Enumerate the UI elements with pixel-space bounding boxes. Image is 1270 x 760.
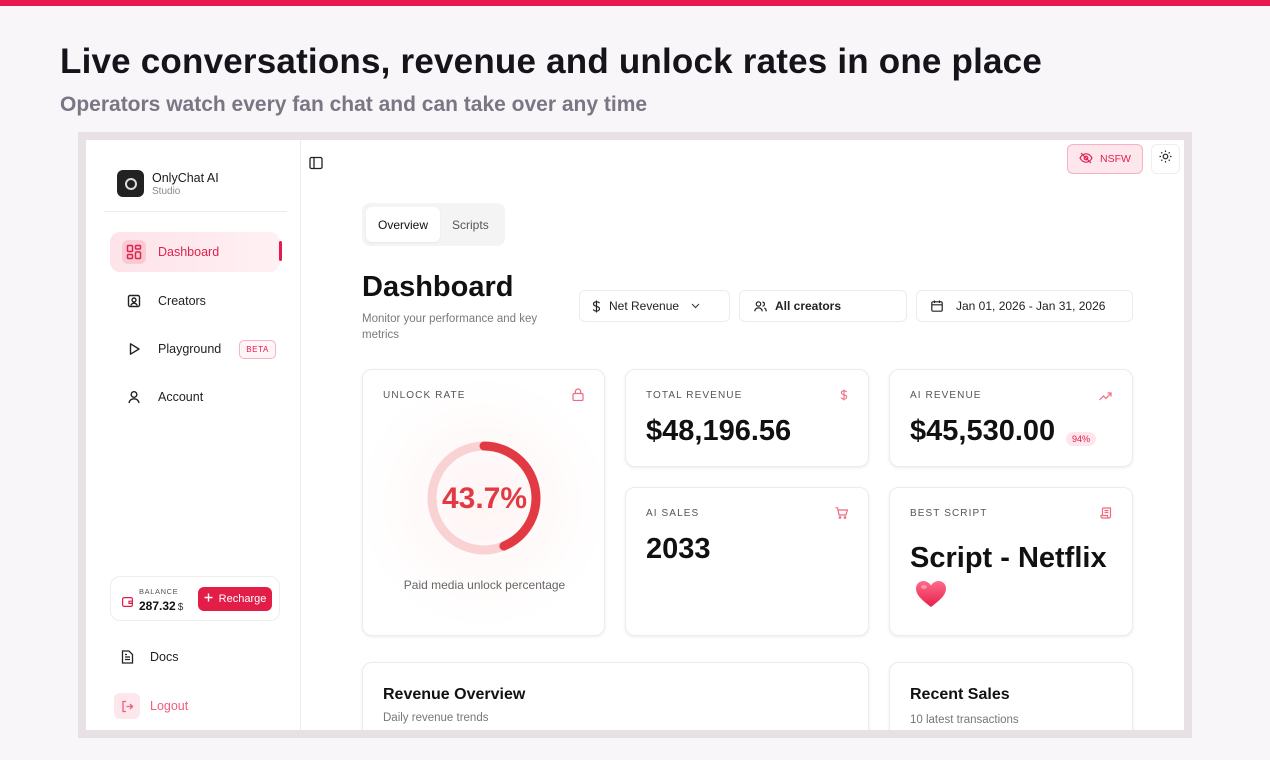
unlock-rate-caption: Paid media unlock percentage [403,578,566,592]
tab-bar: Overview Scripts [362,203,505,246]
brand-name: OnlyChat AI [152,170,219,185]
recent-sales-card: Recent Sales 10 latest transactions [889,662,1133,730]
contact-icon [122,289,146,313]
balance-value: 287.32 $ [139,599,184,613]
dollar-icon [840,388,848,406]
metric-select[interactable]: Net Revenue [579,290,730,322]
sun-icon [1159,150,1172,168]
sidebar-item-label: Creators [158,294,206,308]
page-title: Dashboard [362,271,514,303]
lock-icon [572,388,584,406]
sidebar-item-label: Dashboard [158,245,220,259]
hero-subtitle: Operators watch every fan chat and can t… [60,93,648,116]
card-label: TOTAL REVENUE [646,390,743,401]
top-accent-strip [0,0,1270,6]
sidebar-item-playground[interactable]: Playground BETA [110,329,280,369]
dollar-icon [592,300,601,313]
docs-link[interactable]: Docs [110,642,280,672]
sidebar-toggle-icon[interactable] [309,156,323,175]
card-label: UNLOCK RATE [383,390,466,401]
sidebar: OnlyChat AI Studio Dashboard [86,140,301,730]
logout-button[interactable]: Logout [110,691,280,721]
total-revenue-card: TOTAL REVENUE $48,196.56 [625,369,869,467]
date-range-value: Jan 01, 2026 - Jan 31, 2026 [956,299,1106,313]
unlock-rate-card: UNLOCK RATE 43.7% Paid media unlock perc… [362,369,605,636]
trending-up-icon [1099,388,1112,406]
brand-subtitle: Studio [152,185,181,197]
balance-label: BALANCE [139,587,179,596]
donut-progress-arc [427,441,541,555]
ai-revenue-card: AI REVENUE $45,530.00 94% [889,369,1133,467]
balance-widget: BALANCE 287.32 $ Recharge [110,576,280,621]
layout-grid-icon [122,240,146,264]
users-icon [754,300,767,312]
card-label: AI SALES [646,508,700,519]
section-subtitle: 10 latest transactions [910,714,1019,726]
unlock-rate-value: 43.7% [441,482,528,515]
recharge-label: Recharge [218,593,267,605]
unlock-rate-donut [427,441,541,555]
sidebar-item-creators[interactable]: Creators [110,281,280,321]
ai-revenue-value: $45,530.00 [910,415,1056,447]
sidebar-item-dashboard[interactable]: Dashboard [110,232,282,272]
user-icon [122,385,146,409]
sidebar-divider [104,211,287,212]
sidebar-item-account[interactable]: Account [110,377,280,417]
logout-label: Logout [150,699,189,713]
scroll-icon [1100,506,1112,524]
document-icon [114,644,140,670]
ai-sales-card: AI SALES 2033 [625,487,869,636]
app-frame: OnlyChat AI Studio Dashboard [78,132,1192,738]
ai-share-badge: 94% [1066,432,1097,446]
cart-icon [835,506,849,524]
active-indicator [279,241,282,261]
section-title: Revenue Overview [383,686,526,703]
logout-icon [114,693,140,719]
beta-badge: BETA [239,339,276,359]
creators-filter[interactable]: All creators [739,290,907,322]
recharge-button[interactable]: Recharge [198,587,272,611]
best-script-card: BEST SCRIPT Script - Netflix [889,487,1133,636]
app-window: OnlyChat AI Studio Dashboard [86,140,1184,730]
total-revenue-value: $48,196.56 [646,415,792,447]
sidebar-item-label: Playground [158,342,222,356]
eye-off-icon [1079,152,1093,167]
calendar-icon [931,300,943,312]
creators-filter-value: All creators [775,299,842,313]
plus-icon [204,593,213,605]
section-subtitle: Daily revenue trends [383,712,489,724]
sidebar-item-label: Account [158,390,204,404]
nsfw-label: NSFW [1100,153,1131,165]
chevron-down-icon [691,303,700,309]
play-icon [122,337,146,361]
brand-logo-icon [117,170,144,197]
theme-toggle-button[interactable] [1151,144,1180,174]
hero-title: Live conversations, revenue and unlock r… [60,42,1043,81]
wallet-icon [122,594,134,612]
best-script-value: Script - Netflix [910,542,1107,574]
ai-sales-value: 2033 [646,533,711,565]
tab-scripts[interactable]: Scripts [452,217,489,232]
docs-label: Docs [150,650,179,664]
brand[interactable]: OnlyChat AI Studio [117,170,219,197]
card-label: AI REVENUE [910,390,982,401]
revenue-overview-card: Revenue Overview Daily revenue trends [362,662,869,730]
heart-icon [915,580,947,613]
page-subtitle: Monitor your performance and key metrics [362,313,538,341]
date-range-picker[interactable]: Jan 01, 2026 - Jan 31, 2026 [916,290,1133,322]
section-title: Recent Sales [910,686,1010,703]
tab-overview[interactable]: Overview [366,207,441,242]
nsfw-toggle[interactable]: NSFW [1067,144,1143,174]
metric-select-value: Net Revenue [609,299,680,313]
card-label: BEST SCRIPT [910,508,988,519]
